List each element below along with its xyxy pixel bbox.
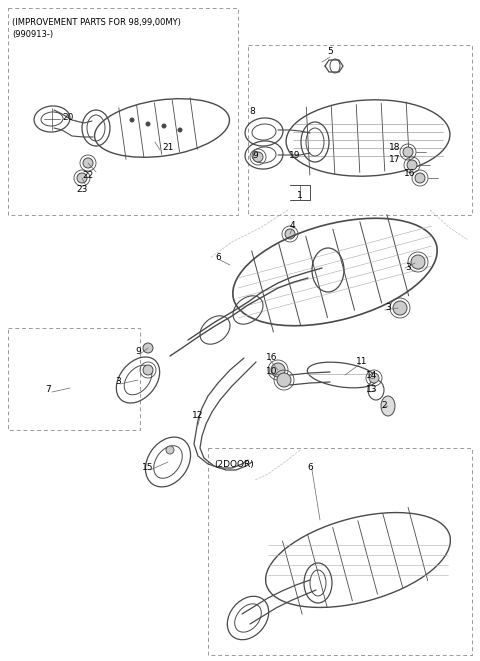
Text: 3: 3	[405, 264, 411, 272]
Text: 10: 10	[266, 368, 278, 377]
Text: 6: 6	[215, 254, 221, 262]
Ellipse shape	[271, 363, 285, 377]
Text: 8: 8	[249, 108, 255, 116]
Text: 17: 17	[389, 155, 401, 165]
Text: 11: 11	[356, 358, 368, 366]
Text: 20: 20	[62, 114, 74, 122]
Ellipse shape	[381, 396, 395, 416]
Ellipse shape	[145, 122, 151, 126]
Text: 22: 22	[83, 171, 94, 180]
Text: 14: 14	[366, 371, 378, 381]
Text: 16: 16	[266, 354, 278, 362]
Text: 7: 7	[45, 385, 51, 395]
Text: 4: 4	[289, 221, 295, 229]
Text: 9: 9	[252, 151, 258, 159]
Text: (2DOOR): (2DOOR)	[214, 460, 254, 469]
Ellipse shape	[77, 173, 87, 183]
Text: 18: 18	[389, 143, 401, 153]
Ellipse shape	[83, 158, 93, 168]
Text: 3: 3	[385, 303, 391, 313]
Text: 12: 12	[192, 410, 204, 420]
Ellipse shape	[407, 160, 417, 170]
Ellipse shape	[166, 446, 174, 454]
Text: 6: 6	[307, 463, 313, 473]
Ellipse shape	[130, 118, 134, 122]
Text: 15: 15	[142, 463, 154, 473]
Text: 9: 9	[135, 348, 141, 356]
Ellipse shape	[253, 152, 263, 162]
Text: 2: 2	[381, 401, 387, 410]
Text: 19: 19	[289, 151, 301, 159]
Ellipse shape	[277, 373, 291, 387]
Text: 23: 23	[76, 186, 88, 194]
Text: (990913-): (990913-)	[12, 30, 53, 39]
Text: 5: 5	[327, 48, 333, 56]
Ellipse shape	[161, 124, 167, 128]
Ellipse shape	[178, 128, 182, 132]
Text: 16: 16	[404, 169, 416, 178]
Ellipse shape	[411, 255, 425, 269]
Ellipse shape	[415, 173, 425, 183]
Text: (IMPROVEMENT PARTS FOR 98,99,00MY): (IMPROVEMENT PARTS FOR 98,99,00MY)	[12, 18, 181, 27]
Ellipse shape	[369, 373, 379, 383]
Ellipse shape	[143, 343, 153, 353]
Text: 1: 1	[297, 190, 303, 200]
Text: 21: 21	[162, 143, 174, 153]
Ellipse shape	[285, 229, 295, 239]
Text: 3: 3	[115, 377, 121, 387]
Ellipse shape	[143, 365, 153, 375]
Ellipse shape	[393, 301, 407, 315]
Ellipse shape	[403, 147, 413, 157]
Text: 13: 13	[366, 385, 378, 395]
